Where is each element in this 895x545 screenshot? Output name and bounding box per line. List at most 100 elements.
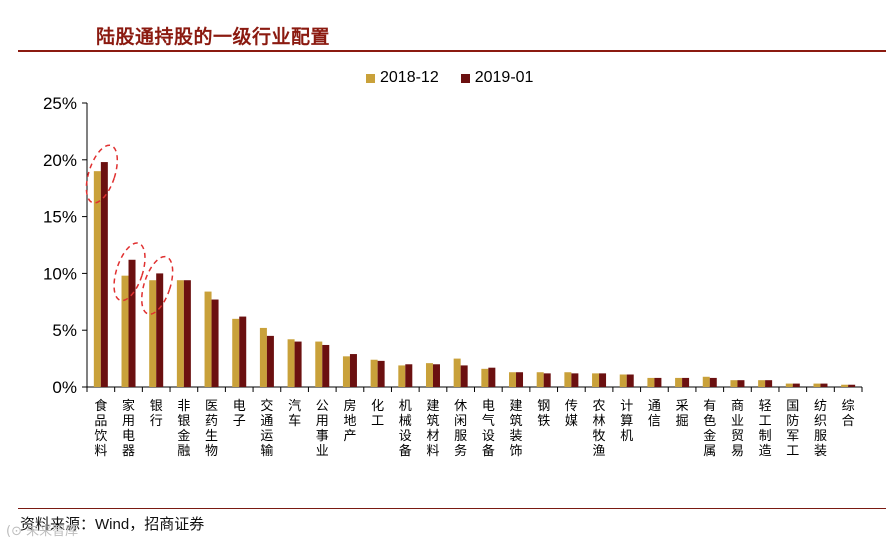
bar-2018-12-国防军工: [785, 383, 793, 387]
x-tick-label: 电子: [233, 399, 246, 429]
x-tick-label: 钢铁: [537, 399, 550, 429]
legend-swatch-2018-12: [366, 73, 375, 83]
bar-2019-01-汽车: [294, 341, 302, 387]
bar-2018-12-汽车: [287, 339, 295, 387]
bar-2018-12-休闲服务: [453, 358, 461, 387]
bar-2019-01-采掘: [682, 377, 690, 387]
bar-2018-12-机械设备: [398, 365, 406, 387]
bar-2018-12-银行: [149, 280, 157, 387]
x-tick-label: 化工: [371, 399, 384, 429]
title-divider: [18, 50, 886, 52]
bar-2018-12-公用事业: [315, 341, 323, 387]
bar-2019-01-有色金属: [709, 377, 717, 387]
bar-2019-01-电气设备: [488, 367, 496, 387]
bar-2018-12-有色金属: [702, 376, 710, 387]
y-tick-label: 20%: [43, 151, 77, 170]
bar-2019-01-建筑材料: [432, 364, 440, 387]
bar-2018-12-商业贸易: [730, 380, 738, 387]
bar-2018-12-房地产: [342, 356, 350, 387]
chart-legend: 2018-12 2019-01: [366, 69, 533, 87]
bar-2019-01-商业贸易: [737, 380, 745, 387]
bar-2019-01-家用电器: [128, 259, 136, 387]
bar-2019-01-银行: [156, 273, 164, 387]
x-tick-label: 公用事业: [316, 399, 329, 459]
highlight-ellipse-家用电器: [113, 242, 146, 302]
footer-divider: [18, 508, 886, 509]
legend-label-2018-12: 2018-12: [380, 69, 439, 86]
y-tick-label: 10%: [43, 264, 77, 283]
x-tick-label: 医药生物: [205, 399, 218, 459]
bar-2019-01-电子: [239, 316, 247, 387]
x-tick-label: 采掘: [676, 399, 689, 429]
x-tick-label: 有色金属: [703, 399, 716, 459]
bar-2019-01-医药生物: [211, 299, 219, 387]
x-tick-label: 交通运输: [260, 398, 273, 459]
x-tick-label: 轻工制造: [759, 399, 772, 459]
source-prefix: 资料来源：: [20, 515, 96, 533]
bar-2019-01-房地产: [349, 354, 357, 387]
x-tick-label: 汽车: [288, 399, 301, 429]
bar-2019-01-机械设备: [405, 364, 413, 387]
x-tick-label: 国防军工: [786, 399, 799, 459]
watermark: (⊙ 未来智库: [6, 524, 79, 539]
y-tick-label: 5%: [52, 321, 77, 340]
legend-item-2018-12: 2018-12: [366, 69, 439, 87]
bar-2019-01-公用事业: [322, 344, 330, 387]
bar-2018-12-建筑装饰: [509, 372, 517, 387]
x-tick-label: 农林牧渔: [593, 399, 606, 459]
x-tick-label: 建筑装饰: [510, 399, 523, 459]
legend-swatch-2019-01: [460, 73, 470, 83]
bar-2018-12-电气设备: [481, 368, 489, 387]
bar-2018-12-化工: [370, 359, 378, 387]
x-tick-label: 商业贸易: [731, 399, 744, 459]
x-tick-label: 家用电器: [122, 398, 135, 459]
bar-2019-01-综合: [848, 384, 856, 387]
bar-2019-01-交通运输: [266, 335, 274, 387]
bar-2019-01-通信: [654, 377, 662, 387]
x-tick-label: 休闲服务: [454, 399, 467, 459]
bar-2019-01-建筑装饰: [516, 372, 524, 387]
bar-2018-12-采掘: [675, 377, 683, 387]
bar-2018-12-电子: [232, 318, 240, 387]
bar-2018-12-食品饮料: [93, 171, 101, 387]
page-title: 陆股通持股的一级行业配置: [96, 26, 331, 48]
bar-2019-01-化工: [377, 360, 385, 387]
x-tick-label: 机械设备: [399, 399, 412, 459]
bar-2019-01-国防军工: [792, 383, 800, 387]
bar-2019-01-传媒: [571, 373, 579, 387]
y-tick-label: 0%: [52, 378, 77, 397]
bar-2018-12-建筑材料: [425, 363, 433, 387]
bar-2019-01-非银金融: [183, 280, 191, 387]
bar-2018-12-计算机: [619, 374, 627, 387]
x-tick-label: 食品饮料: [94, 398, 107, 459]
bar-2018-12-家用电器: [121, 275, 129, 387]
x-tick-label: 传媒: [565, 399, 578, 429]
source-wind: Wind: [95, 516, 130, 533]
x-tick-label: 电气设备: [482, 399, 495, 459]
bar-2018-12-钢铁: [536, 372, 544, 387]
highlight-ellipse-银行: [140, 255, 174, 315]
bar-2019-01-休闲服务: [460, 365, 468, 387]
x-tick-label: 通信: [648, 399, 661, 429]
x-tick-label: 综合: [842, 399, 855, 429]
bar-2018-12-农林牧渔: [592, 373, 600, 387]
bar-2018-12-纺织服装: [813, 383, 821, 387]
x-tick-label: 建筑材料: [426, 399, 439, 459]
source-note: 资料来源：Wind，招商证券: [20, 513, 204, 534]
legend-label-2019-01: 2019-01: [474, 69, 534, 86]
bar-2018-12-轻工制造: [758, 380, 766, 387]
bar-2018-12-通信: [647, 377, 655, 387]
highlight-ellipse-食品饮料: [85, 144, 119, 204]
bar-2018-12-传媒: [564, 372, 572, 387]
bar-2018-12-非银金融: [176, 280, 184, 387]
x-tick-label: 房地产: [343, 398, 356, 444]
x-tick-label: 纺织服装: [814, 399, 827, 459]
bar-2019-01-农林牧渔: [599, 373, 607, 387]
source-suffix: ，招商证券: [129, 515, 205, 533]
bar-2018-12-综合: [841, 384, 849, 387]
bar-2019-01-钢铁: [543, 373, 551, 387]
bar-2018-12-医药生物: [204, 291, 212, 387]
bar-2019-01-计算机: [626, 374, 634, 387]
x-tick-label: 非银金融: [177, 399, 190, 459]
